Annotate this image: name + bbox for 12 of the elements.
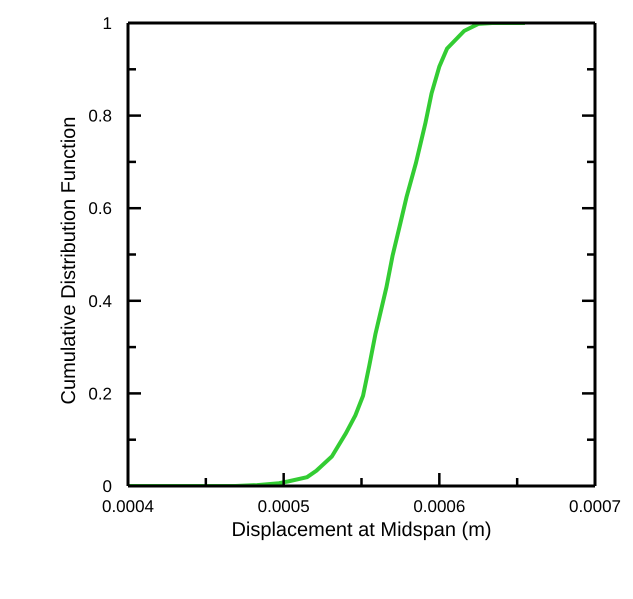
y-tick-label: 0.4 bbox=[88, 292, 112, 311]
x-axis-title: Displacement at Midspan (m) bbox=[231, 519, 492, 541]
x-tick-label: 0.0004 bbox=[102, 497, 154, 516]
y-tick-label: 0.2 bbox=[88, 384, 112, 404]
y-tick-label: 0.8 bbox=[88, 106, 112, 126]
x-tick-label: 0.0005 bbox=[258, 497, 310, 516]
x-tick-label: 0.0006 bbox=[413, 497, 466, 516]
y-tick-label: 0.6 bbox=[88, 199, 112, 218]
x-tick-label: 0.0007 bbox=[569, 497, 621, 516]
y-axis-title: Cumulative Distribution Function bbox=[58, 116, 80, 404]
y-tick-label: 1 bbox=[102, 14, 112, 33]
y-tick-label: 0 bbox=[102, 477, 112, 496]
